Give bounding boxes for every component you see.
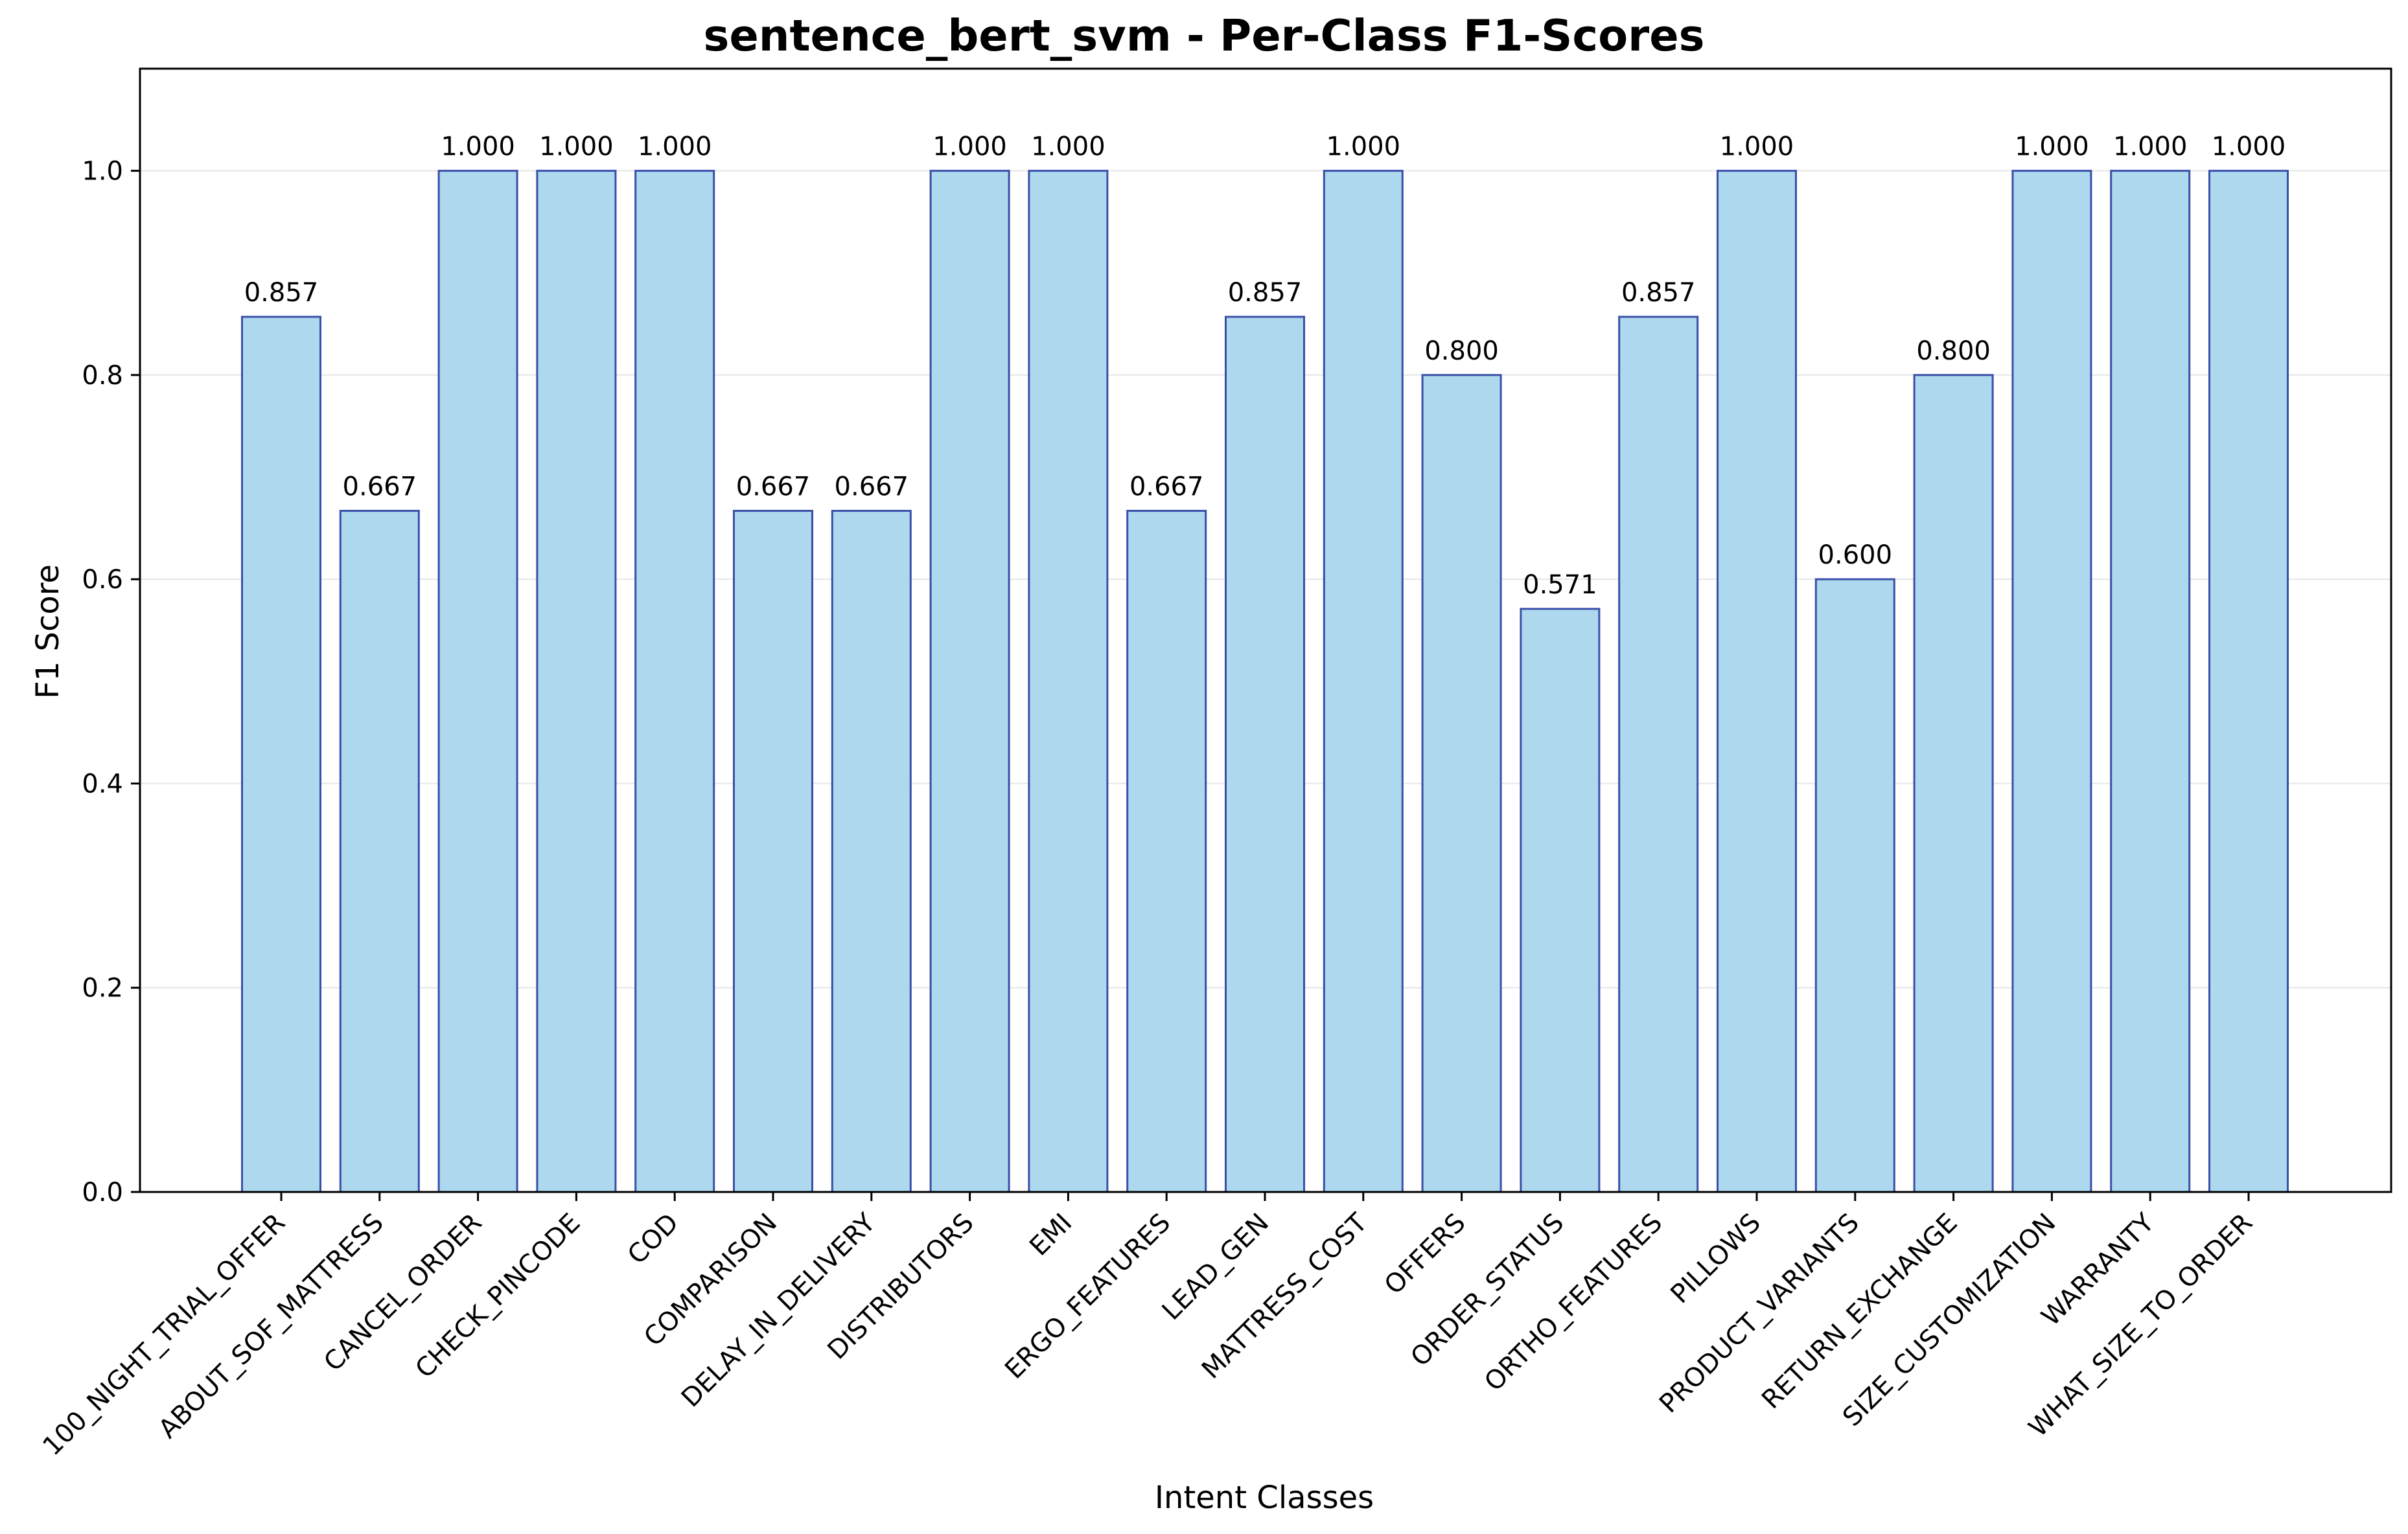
bar-value-label: 1.000: [1326, 132, 1401, 162]
y-tick-label: 0.2: [82, 974, 123, 1003]
bar: [733, 510, 813, 1193]
bar: [1717, 170, 1797, 1193]
bar: [2208, 170, 2289, 1193]
bar-value-label: 0.667: [343, 472, 417, 502]
bar: [1126, 510, 1207, 1193]
y-tick-label: 0.6: [82, 565, 123, 595]
y-tick-label: 0.0: [82, 1178, 123, 1208]
bar-value-label: 0.667: [736, 472, 811, 502]
bar-value-label: 1.000: [2212, 132, 2286, 162]
bar: [1913, 374, 1994, 1193]
y-tick-label: 0.8: [82, 361, 123, 391]
bar: [339, 510, 420, 1193]
bar-value-label: 0.571: [1523, 570, 1597, 600]
x-tick-label: ORTHO_FEATURES: [1479, 1208, 1668, 1397]
bar-value-label: 1.000: [932, 132, 1007, 162]
x-tick-label: COD: [622, 1208, 684, 1270]
bar: [2110, 170, 2191, 1193]
bar-value-label: 1.000: [1031, 132, 1106, 162]
bar: [241, 315, 321, 1193]
bar: [2011, 170, 2092, 1193]
bar: [1520, 608, 1601, 1193]
x-axis-label: Intent Classes: [1155, 1480, 1374, 1516]
y-axis-ticks: 0.0 0.2 0.4 0.6 0.8 1.0: [82, 157, 140, 1208]
bar-value-label: 1.000: [638, 132, 712, 162]
bar-value-label: 1.000: [2113, 132, 2188, 162]
bar: [1618, 315, 1699, 1193]
x-tick-label: ERGO_FEATURES: [999, 1208, 1176, 1385]
bar-value-label: 0.667: [1129, 472, 1204, 502]
bar: [1421, 374, 1502, 1193]
bar-value-label: 0.667: [835, 472, 909, 502]
bar-value-label: 1.000: [539, 132, 614, 162]
bar: [634, 170, 715, 1193]
x-tick-label: MATTRESS_COST: [1196, 1208, 1373, 1384]
data-labels: 0.857 0.667 1.000 1.000 1.000 0.667 0.667 1.000…: [244, 132, 2286, 600]
bar: [536, 170, 617, 1193]
bar: [1323, 170, 1404, 1193]
x-tick-label: PILLOWS: [1665, 1208, 1766, 1310]
bar: [831, 510, 912, 1193]
y-axis-label: F1 Score: [30, 564, 66, 699]
bar-value-label: 0.857: [1228, 278, 1302, 308]
x-tick-label: PRODUCT_VARIANTS: [1654, 1208, 1865, 1419]
bar-value-label: 1.000: [441, 132, 515, 162]
bar-value-label: 0.800: [1424, 336, 1499, 366]
x-tick-label: EMI: [1024, 1208, 1078, 1262]
y-tick-label: 0.4: [82, 769, 123, 799]
bars: [241, 170, 2289, 1193]
bar-value-label: 0.800: [1916, 336, 1991, 366]
y-tick-label: 1.0: [82, 157, 123, 187]
x-tick-label: OFFERS: [1379, 1208, 1472, 1301]
bar-value-label: 1.000: [2015, 132, 2089, 162]
bar-value-label: 0.857: [1621, 278, 1696, 308]
x-tick-label: RETURN_EXCHANGE: [1756, 1208, 1963, 1415]
bar-value-label: 0.600: [1818, 540, 1893, 570]
bar: [437, 170, 518, 1193]
chart-title: sentence_bert_svm - Per-Class F1-Scores: [703, 10, 1704, 61]
bar-value-label: 1.000: [1720, 132, 1794, 162]
bar: [1225, 315, 1305, 1193]
bar: [1028, 170, 1109, 1193]
x-axis-ticks: 100_NIGHT_TRIAL_OFFERABOUT_SOF_MATTRESSC…: [37, 1192, 2258, 1461]
x-tick-label: CHECK_PINCODE: [410, 1208, 586, 1384]
bar-value-label: 0.857: [244, 278, 319, 308]
bar: [1814, 578, 1895, 1193]
x-tick-label: DELAY_IN_DELIVERY: [676, 1208, 881, 1413]
bar: [929, 170, 1010, 1193]
